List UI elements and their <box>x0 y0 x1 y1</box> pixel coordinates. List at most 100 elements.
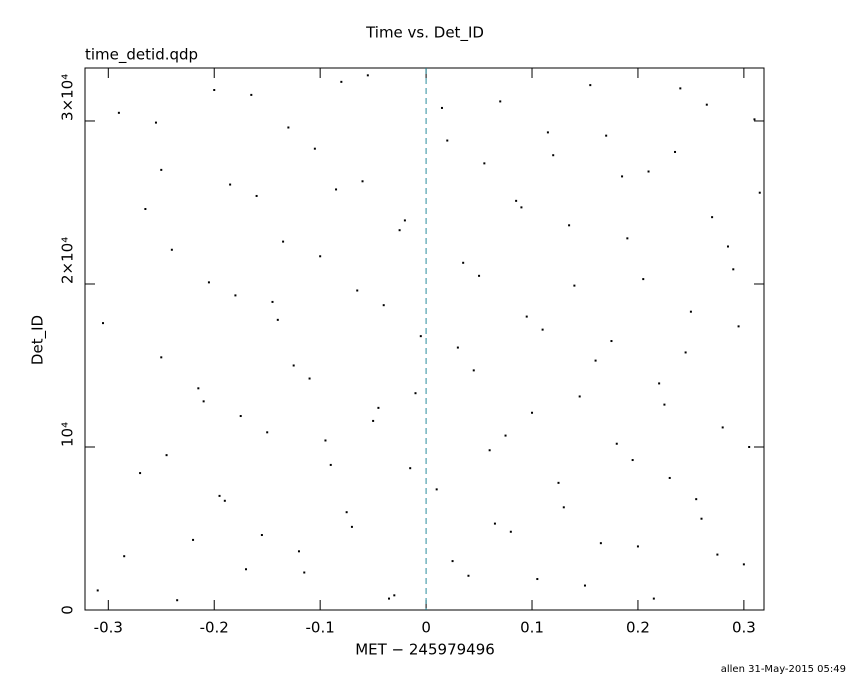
point <box>335 188 338 191</box>
point <box>467 574 470 577</box>
point <box>297 550 300 553</box>
point <box>96 589 99 592</box>
point <box>313 147 316 150</box>
point <box>372 419 375 422</box>
point <box>361 180 364 183</box>
point <box>515 199 518 202</box>
point <box>695 498 698 501</box>
x-tick-label: -0.3 <box>94 619 123 637</box>
x-tick-label: 0.3 <box>732 619 756 637</box>
point <box>493 522 496 525</box>
point <box>647 170 650 173</box>
point <box>663 403 666 406</box>
point <box>483 162 486 165</box>
point <box>742 563 745 566</box>
point <box>287 126 290 129</box>
point <box>626 237 629 240</box>
point <box>393 594 396 597</box>
point <box>218 494 221 497</box>
point <box>531 411 534 414</box>
point <box>202 400 205 403</box>
point <box>440 106 443 109</box>
point <box>229 183 232 186</box>
point <box>520 206 523 209</box>
point <box>414 392 417 395</box>
point <box>509 530 512 533</box>
point <box>488 449 491 452</box>
x-tick-label: -0.2 <box>200 619 229 637</box>
point <box>578 395 581 398</box>
point <box>456 346 459 349</box>
point <box>605 134 608 137</box>
point <box>557 481 560 484</box>
point <box>711 216 714 219</box>
point <box>462 261 465 264</box>
chart-subtitle: time_detid.qdp <box>85 46 198 65</box>
point <box>223 499 226 502</box>
point <box>636 545 639 548</box>
point <box>154 121 157 124</box>
point <box>192 538 195 541</box>
point <box>403 219 406 222</box>
point <box>451 560 454 563</box>
point <box>615 442 618 445</box>
chart-title: Time vs. Det_ID <box>365 24 484 43</box>
point <box>160 356 163 359</box>
point <box>573 284 576 287</box>
point <box>541 328 544 331</box>
point <box>621 175 624 178</box>
point <box>276 318 279 321</box>
point <box>568 224 571 227</box>
point <box>366 74 369 77</box>
x-tick-label: 0 <box>421 619 431 637</box>
point <box>536 578 539 581</box>
point <box>668 476 671 479</box>
point <box>398 229 401 232</box>
point <box>282 240 285 243</box>
point <box>176 599 179 602</box>
point <box>652 597 655 600</box>
point <box>239 415 242 418</box>
point <box>102 322 105 325</box>
point <box>207 281 210 284</box>
y-tick-label: 2×10⁴ <box>59 237 77 284</box>
point <box>345 511 348 514</box>
point <box>117 111 120 114</box>
point <box>674 150 677 153</box>
point <box>546 131 549 134</box>
point <box>753 118 756 121</box>
point <box>139 472 142 475</box>
point <box>123 555 126 558</box>
point <box>684 351 687 354</box>
point <box>170 248 173 251</box>
point <box>658 382 661 385</box>
point <box>388 597 391 600</box>
point <box>292 364 295 367</box>
x-tick-label: -0.1 <box>306 619 335 637</box>
point <box>382 304 385 307</box>
point <box>472 369 475 372</box>
point <box>504 434 507 437</box>
point <box>303 571 306 574</box>
point <box>610 340 613 343</box>
point <box>721 426 724 429</box>
point <box>758 191 761 194</box>
plot-frame <box>84 67 765 611</box>
point <box>478 274 481 277</box>
point <box>748 445 751 448</box>
point <box>245 568 248 571</box>
point <box>356 289 359 292</box>
point <box>409 467 412 470</box>
y-tick-label: 3×10⁴ <box>59 74 77 121</box>
point <box>583 584 586 587</box>
x-tick-label: 0.2 <box>626 619 650 637</box>
point <box>737 325 740 328</box>
point <box>213 89 216 92</box>
point <box>705 103 708 106</box>
point <box>631 459 634 462</box>
point <box>594 359 597 362</box>
point <box>160 168 163 171</box>
point <box>324 439 327 442</box>
